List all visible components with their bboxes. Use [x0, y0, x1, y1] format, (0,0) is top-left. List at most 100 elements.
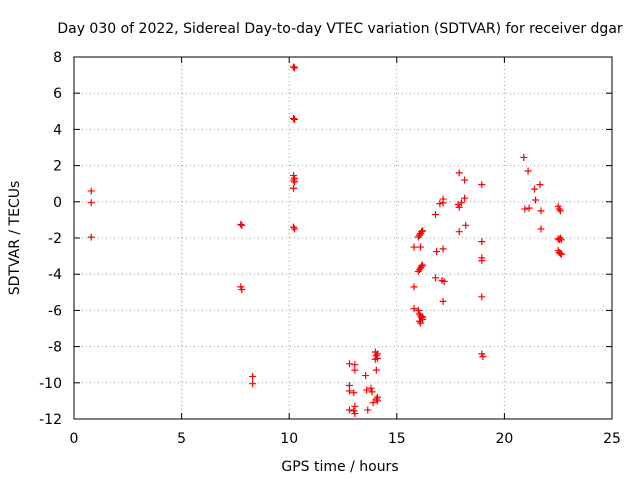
data-point [432, 274, 440, 282]
data-point [345, 387, 353, 395]
data-point [351, 402, 359, 410]
data-point [478, 181, 486, 189]
x-tick-label: 10 [280, 431, 298, 447]
data-point [439, 195, 447, 203]
data-point [439, 245, 447, 253]
grid [74, 57, 612, 419]
data-point [436, 200, 444, 208]
data-point [416, 319, 424, 327]
data-point [410, 283, 418, 291]
data-point [367, 384, 375, 392]
y-axis-label: SDTVAR / TECUs [7, 181, 23, 296]
y-tick-label: -4 [48, 267, 62, 283]
data-point [478, 257, 486, 265]
data-point [520, 153, 528, 161]
data-point [557, 250, 565, 258]
x-tick-label: 25 [603, 431, 621, 447]
data-point [414, 306, 422, 314]
x-axis-label: GPS time / hours [281, 459, 398, 475]
data-point [478, 293, 486, 301]
y-tick-label: -6 [48, 303, 62, 319]
y-tick-label: -12 [39, 412, 62, 428]
data-point [350, 389, 358, 397]
data-point [372, 395, 380, 403]
data-point [419, 261, 427, 269]
y-tick-label: -8 [48, 340, 62, 356]
data-point [462, 221, 470, 229]
y-tick-label: 2 [53, 159, 62, 175]
y-tick-label: 8 [53, 50, 62, 66]
axis-ticks: 0 5 10 15 20 25 -12 -10 -8 -6 -4 -2 0 2 4 6 8 [39, 50, 621, 447]
data-point [416, 243, 424, 251]
data-point [372, 366, 380, 374]
y-tick-label: 6 [53, 86, 62, 102]
data-point [290, 176, 298, 184]
x-tick-label: 5 [177, 431, 186, 447]
data-point [238, 221, 246, 229]
data-point [87, 199, 95, 207]
data-point [290, 223, 298, 231]
data-point [351, 410, 359, 418]
data-point [525, 204, 533, 212]
data-point [369, 399, 377, 407]
data-point [290, 115, 298, 123]
data-point [410, 305, 418, 313]
data-point [290, 184, 298, 192]
data-point [457, 199, 465, 207]
data-point [368, 388, 376, 396]
data-point [419, 227, 427, 235]
data-point [432, 210, 440, 218]
data-point [532, 196, 540, 204]
data-point [461, 194, 469, 202]
data-point [418, 228, 426, 236]
data-point [87, 187, 95, 195]
data-point [238, 286, 246, 294]
x-tick-label: 15 [388, 431, 406, 447]
data-point [364, 406, 372, 414]
data-point [478, 238, 486, 246]
data-point [363, 386, 371, 394]
data-point [440, 277, 448, 285]
data-points [87, 63, 565, 418]
data-point [410, 243, 418, 251]
data-point [291, 225, 299, 233]
data-point [536, 181, 544, 189]
data-point [557, 236, 565, 244]
data-point [461, 176, 469, 184]
data-point [479, 353, 487, 361]
data-point [345, 406, 353, 414]
data-point [290, 63, 298, 71]
data-point [537, 225, 545, 233]
data-point [345, 360, 353, 368]
data-point [556, 207, 564, 215]
data-point [556, 249, 564, 257]
x-tick-label: 0 [70, 431, 79, 447]
data-point [418, 262, 426, 270]
data-point [439, 297, 447, 305]
data-point [362, 372, 370, 380]
data-point [521, 205, 529, 213]
data-point [373, 354, 381, 362]
data-point [291, 64, 299, 72]
data-point [455, 203, 463, 211]
data-point [291, 115, 299, 123]
chart-title: Day 030 of 2022, Sidereal Day-to-day VTE… [57, 21, 623, 37]
data-point [87, 233, 95, 241]
y-tick-label: 4 [53, 122, 62, 138]
data-point [524, 167, 532, 175]
data-point [455, 228, 463, 236]
data-point [433, 248, 441, 256]
y-tick-label: -2 [48, 231, 62, 247]
data-point [351, 366, 359, 374]
y-tick-label: -10 [39, 376, 62, 392]
x-tick-label: 20 [495, 431, 513, 447]
y-tick-label: 0 [53, 195, 62, 211]
data-point [537, 207, 545, 215]
data-point [291, 178, 299, 186]
data-point [419, 313, 427, 321]
data-point [531, 185, 539, 193]
data-point [249, 380, 257, 388]
data-point [373, 397, 381, 405]
data-point [455, 169, 463, 177]
